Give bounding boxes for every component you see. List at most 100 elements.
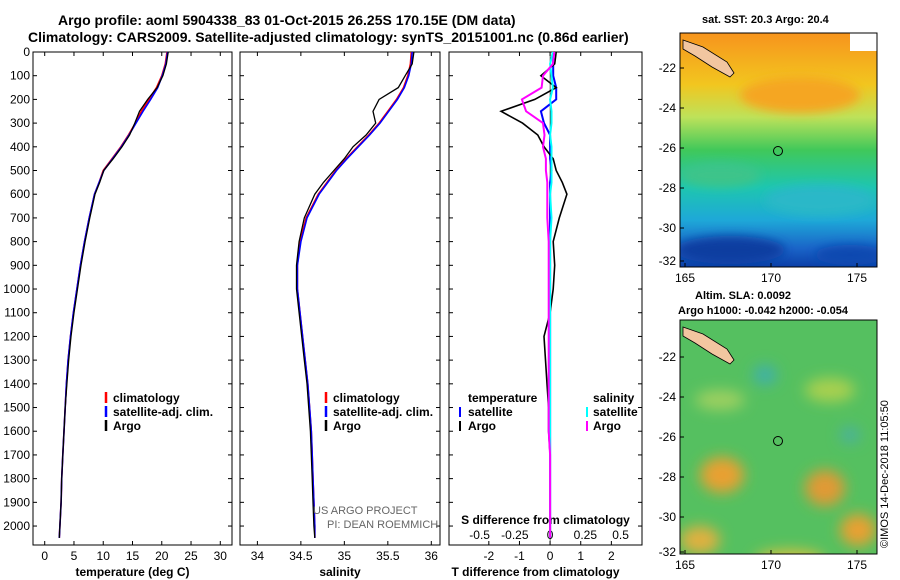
s-tick-label: 0.5 (612, 528, 629, 542)
series-line-s-argo (520, 51, 556, 538)
map-lon-label: 165 (675, 558, 695, 572)
s-axis-label: S difference from climatology (461, 513, 630, 527)
y-tick-label: 700 (10, 211, 30, 225)
legend-label: satellite (468, 405, 513, 419)
y-tick-label: 500 (10, 164, 30, 178)
y-tick-label: 100 (10, 69, 30, 83)
map-lat-label: -28 (659, 470, 677, 484)
map-lat-label: -24 (659, 101, 677, 115)
y-tick-label: 400 (10, 140, 30, 154)
argo-position-marker (773, 146, 783, 156)
map-lat-label: -32 (659, 254, 677, 268)
y-tick-label: 300 (10, 116, 30, 130)
x-tick-label: 0 (547, 549, 554, 563)
legend-label: satellite (593, 405, 638, 419)
s-tick-label: 0.25 (574, 528, 598, 542)
legend-label: satellite-adj. clim. (113, 405, 213, 419)
y-tick-label: 200 (10, 92, 30, 106)
sst-deep-patch (680, 236, 785, 264)
y-tick-label: 1400 (3, 377, 30, 391)
figure-title-line2: Climatology: CARS2009. Satellite-adjuste… (28, 29, 629, 45)
y-tick-label: 1700 (3, 448, 30, 462)
map-lon-label: 165 (675, 271, 695, 285)
x-tick-label: 34 (251, 549, 265, 563)
x-tick-label: 35 (338, 549, 352, 563)
figure-title-line1: Argo profile: aoml 5904338_83 01-Oct-201… (58, 12, 516, 28)
map-lat-label: -30 (659, 510, 677, 524)
sla-high-patch (840, 514, 876, 546)
sla-map-title-line2: Argo h1000: -0.042 h2000: -0.054 (678, 305, 848, 317)
map-lon-label: 170 (761, 271, 781, 285)
y-tick-label: 0 (23, 45, 30, 59)
series-line-argo (295, 51, 415, 538)
s-tick-label: -0.25 (501, 528, 529, 542)
x-tick-label: 25 (184, 549, 198, 563)
chart-panel-temperature: 0 5 10 15 20 25 300100200300400500600700800900… (3, 45, 233, 579)
y-tick-label: 2000 (3, 519, 30, 533)
x-tick-label: -2 (483, 549, 494, 563)
x-tick-label: 36 (425, 549, 439, 563)
series-line-satellite-adj-clim- (296, 51, 413, 538)
plot-frame (239, 51, 441, 546)
sst-deep-patch (815, 245, 877, 265)
sla-high-patch (762, 550, 818, 554)
sst-nodata-patch (850, 33, 877, 51)
legend-label: climatology (333, 391, 400, 405)
x-tick-label: 10 (97, 549, 111, 563)
x-tick-label: 30 (214, 549, 228, 563)
sst-map-frame (679, 32, 878, 268)
x-tick-label: -1 (514, 549, 525, 563)
sst-warm-patch (740, 77, 860, 113)
legend-label: Argo (593, 419, 621, 433)
map-lat-label: -30 (659, 221, 677, 235)
map-lat-label: -32 (659, 545, 677, 559)
sla-high-patch (805, 470, 845, 506)
x-tick-label: 20 (155, 549, 169, 563)
sla-low-patch (753, 365, 777, 385)
x-tick-label: 5 (71, 549, 78, 563)
map-lon-label: 175 (847, 271, 867, 285)
x-axis-label: temperature (deg C) (75, 565, 189, 579)
map-lat-label: -26 (659, 141, 677, 155)
plot-frame (448, 51, 643, 546)
y-tick-label: 1600 (3, 424, 30, 438)
y-tick-label: 1200 (3, 329, 30, 343)
sla-low-patch (805, 378, 855, 402)
credit-line1: US ARGO PROJECT (313, 505, 418, 517)
y-tick-label: 900 (10, 258, 30, 272)
new-caledonia-land (682, 326, 735, 365)
sla-high-patch (680, 526, 720, 554)
credit-line2: PI: DEAN ROEMMICH (327, 519, 438, 531)
argo-position-marker (773, 436, 783, 446)
map-lat-label: -24 (659, 390, 677, 404)
sla-low-patch (695, 390, 745, 410)
x-tick-label: 15 (126, 549, 140, 563)
y-tick-label: 600 (10, 187, 30, 201)
sst-map-title: sat. SST: 20.3 Argo: 20.4 (702, 14, 829, 26)
sst-cyan-patch (765, 185, 875, 215)
legend-label: climatology (113, 391, 180, 405)
legend-label: Argo (113, 419, 141, 433)
y-tick-label: 800 (10, 235, 30, 249)
s-tick-label: -0.5 (469, 528, 490, 542)
x-tick-label: 34.5 (289, 549, 313, 563)
x-axis-label: T difference from climatology (451, 565, 619, 579)
chart-panel-differences: -2 -1 0 1 2 T difference from climatology S di… (448, 51, 643, 579)
y-tick-label: 1800 (3, 472, 30, 486)
new-caledonia-land (682, 39, 735, 78)
map-lat-label: -22 (659, 61, 677, 75)
x-tick-label: 35.5 (376, 549, 400, 563)
y-tick-label: 1100 (4, 306, 30, 320)
map-lon-label: 175 (847, 558, 867, 572)
sla-map (680, 320, 877, 554)
sst-map (680, 33, 877, 267)
chart-panel-salinity: 34 34.5 35 35.5 36 salinity (239, 51, 441, 579)
legend-title-temperature: temperature (468, 391, 538, 405)
series-line-argo (58, 51, 169, 538)
sla-map-title-line1: Altim. SLA: 0.0092 (695, 290, 791, 302)
y-tick-label: 1000 (3, 282, 30, 296)
map-lat-label: -22 (659, 350, 677, 364)
legend-label: Argo (333, 419, 361, 433)
map-lat-label: -26 (659, 430, 677, 444)
sst-map-background (680, 33, 877, 267)
